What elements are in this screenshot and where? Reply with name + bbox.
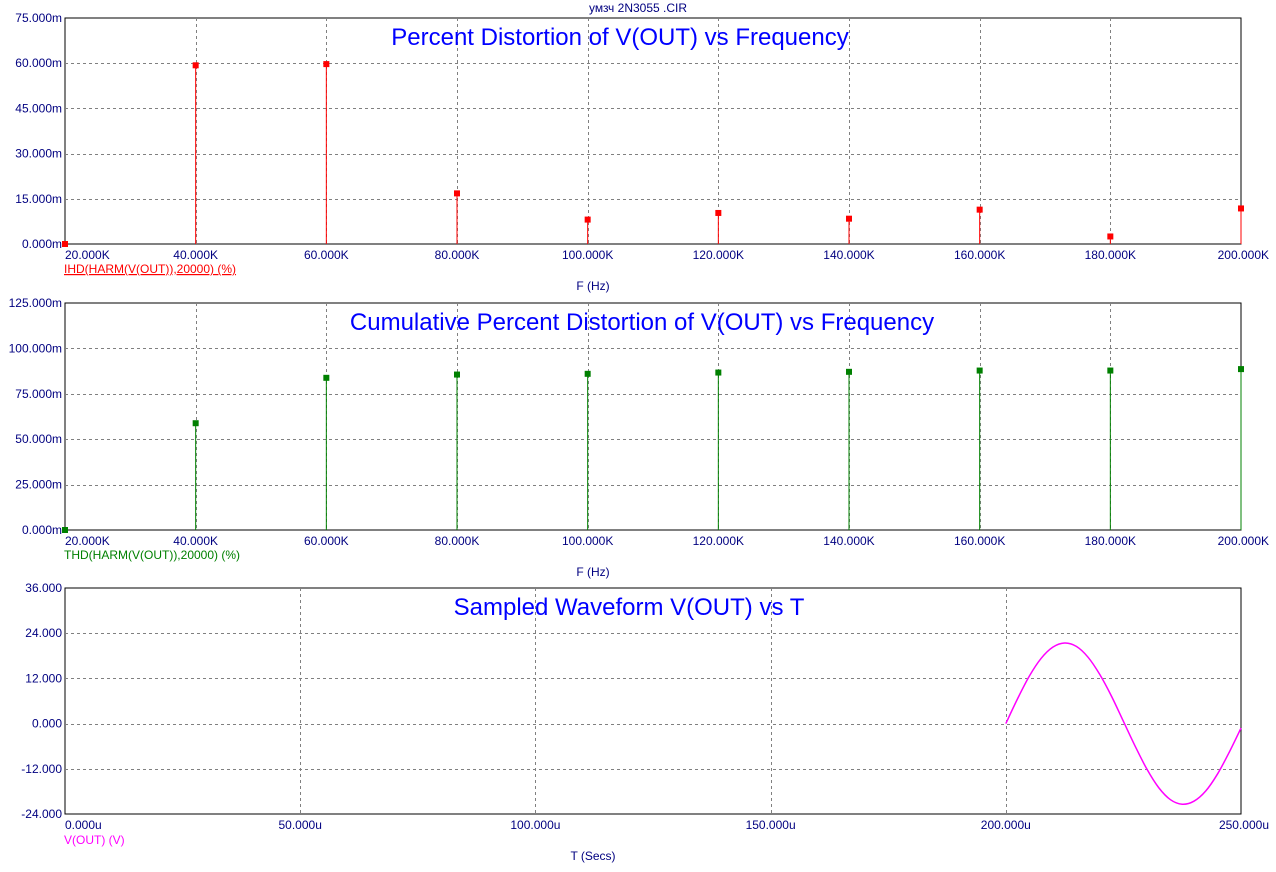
x-tick-label: 160.000K [954,534,1005,548]
data-point [1107,367,1114,374]
x-tick-label: 100.000K [562,534,613,548]
data-point [323,374,330,381]
x-tick-label: 20.000K [65,248,110,262]
data-point [715,369,722,376]
x-tick-label: 120.000K [693,248,744,262]
legend-label: V(OUT) (V) [64,833,125,847]
x-tick-label: 80.000K [435,534,480,548]
data-point [584,370,591,377]
y-tick-label: 75.000m [15,11,62,25]
ihd-chart: 0.000m 15.000m 30.000m 45.000m 60.000m 75.000… [15,11,1269,293]
x-tick-label: 100.000K [562,248,613,262]
data-point [715,209,722,216]
x-tick-label: 180.000K [1085,248,1136,262]
waveform-chart: -24.000 -12.000 0.000 12.000 24.000 36.000 0.0… [21,581,1269,863]
x-tick-label: 250.000u [1219,818,1269,832]
plot-frame [64,587,1242,815]
y-tick-label: 24.000 [25,626,62,640]
y-tick-label: 30.000m [15,147,62,161]
data-point [192,62,199,69]
y-tick-label: 60.000m [15,56,62,70]
y-tick-label: 12.000 [25,671,62,685]
x-tick-label: 0.000u [65,818,102,832]
y-tick-label: 0.000m [22,237,62,251]
x-tick-label: 200.000K [1218,248,1269,262]
x-tick-label: 80.000K [435,248,480,262]
window-title: умзч 2N3055 .CIR [588,1,688,15]
x-axis-label: F (Hz) [576,565,609,579]
x-tick-label: 160.000K [954,248,1005,262]
data-point [584,216,591,223]
x-tick-label: 200.000u [981,818,1031,832]
data-point [1238,205,1244,212]
data-point [976,206,983,213]
data-point [846,368,852,375]
x-tick-label: 180.000K [1085,534,1136,548]
data-point [846,215,852,222]
x-tick-label: 60.000K [304,248,349,262]
legend-label: THD(HARM(V(OUT)),20000) (%) [64,548,240,562]
chart-title: Percent Distortion of V(OUT) vs Frequenc… [391,24,848,51]
y-tick-label: 75.000m [15,387,62,401]
y-tick-label: 100.000m [9,341,62,355]
x-axis-label: T (Secs) [570,849,615,863]
y-tick-label: -12.000 [21,762,62,776]
x-tick-label: 150.000u [746,818,796,832]
x-tick-label: 140.000K [823,534,874,548]
data-point [62,241,68,247]
chart-title: Cumulative Percent Distortion of V(OUT) … [350,309,934,336]
x-tick-label: 40.000K [173,534,218,548]
x-axis-label: F (Hz) [576,279,609,293]
y-tick-label: 15.000m [15,192,62,206]
y-tick-label: 0.000m [22,523,62,537]
data-point [454,371,460,378]
plot-frame [64,17,1242,245]
chart-title: Sampled Waveform V(OUT) vs T [454,594,805,621]
y-tick-label: 0.000 [32,717,62,731]
data-point [1107,233,1114,240]
data-point [1238,366,1244,373]
data-point [192,420,199,427]
x-tick-label: 50.000u [279,818,322,832]
y-tick-label: 45.000m [15,101,62,115]
x-tick-label: 120.000K [693,534,744,548]
legend-label: IHD(HARM(V(OUT)),20000) (%) [64,262,236,276]
x-tick-label: 20.000K [65,534,110,548]
waveform-line [1005,642,1242,805]
x-tick-label: 40.000K [173,248,218,262]
plot-frame [64,302,1242,531]
y-tick-label: 25.000m [15,478,62,492]
y-tick-label: 50.000m [15,432,62,446]
data-point [976,367,983,374]
thd-chart: 0.000m 25.000m 50.000m 75.000m 100.000m 125.0… [9,296,1269,579]
data-point [323,61,330,68]
y-tick-label: 125.000m [9,296,62,310]
data-point [62,527,68,533]
x-tick-label: 200.000K [1218,534,1269,548]
x-tick-label: 100.000u [510,818,560,832]
data-point [454,190,460,197]
x-tick-label: 140.000K [823,248,874,262]
y-tick-label: 36.000 [25,581,62,595]
x-tick-label: 60.000K [304,534,349,548]
y-tick-label: -24.000 [21,807,62,821]
